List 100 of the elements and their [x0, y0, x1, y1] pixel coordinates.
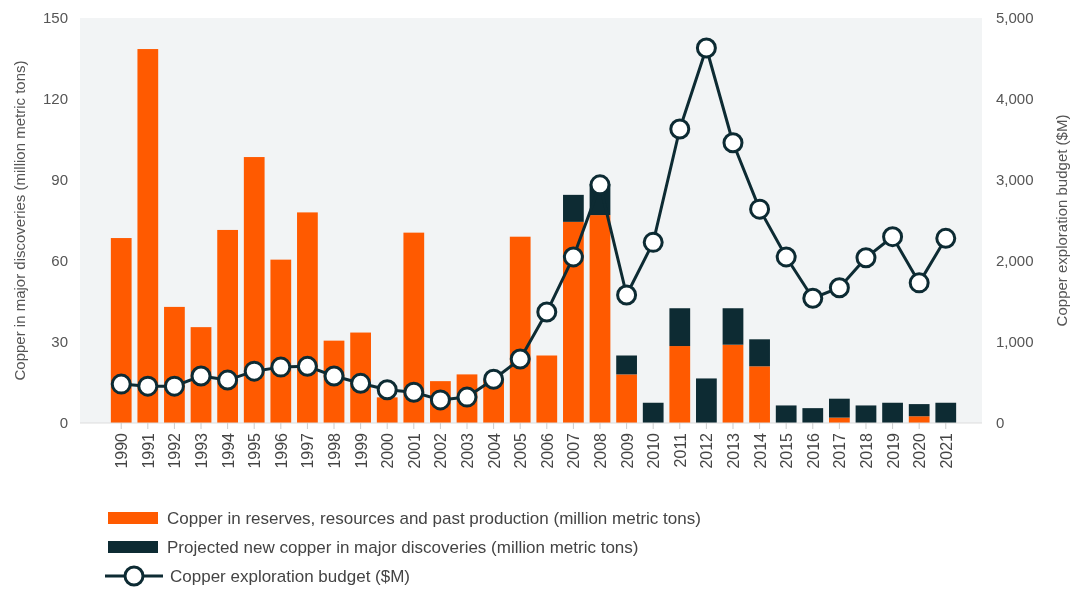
x-tick-label: 2012 [698, 432, 716, 469]
y-tick-label: 0 [59, 414, 68, 431]
bar [908, 416, 930, 423]
x-tick-label: 2021 [937, 432, 955, 469]
point [722, 132, 744, 154]
point [642, 231, 664, 253]
bar [563, 194, 584, 222]
bar [935, 402, 957, 423]
bar [270, 259, 292, 423]
point [536, 301, 558, 323]
legend-label: Projected new copper in major discoveries (million metric tons) [167, 538, 639, 557]
point [110, 373, 132, 395]
point [429, 389, 451, 411]
x-tick-label: 2016 [804, 432, 822, 469]
bar [217, 229, 238, 423]
x-tick-label: 1993 [193, 432, 211, 469]
y2-tick-label: 2,000 [996, 252, 1034, 269]
y2-tick-label: 1,000 [996, 333, 1034, 350]
bar [749, 366, 770, 423]
y2-axis-title: Copper exploration budget ($M) [1053, 114, 1070, 327]
point [190, 365, 212, 387]
bar [243, 157, 265, 423]
point [403, 381, 425, 403]
x-tick-label: 2000 [379, 432, 397, 469]
legend-label: Copper exploration budget ($M) [170, 567, 411, 586]
y2-tick-label: 4,000 [996, 90, 1034, 107]
bar [589, 215, 611, 423]
y2-tick-label: 3,000 [996, 171, 1034, 188]
y-tick-label: 90 [51, 171, 68, 188]
point [828, 277, 850, 299]
point [376, 379, 398, 401]
x-tick-label: 1991 [139, 432, 157, 469]
point [908, 272, 930, 294]
x-tick-label: 2015 [778, 432, 796, 469]
point [855, 247, 877, 269]
point [270, 356, 292, 378]
point [483, 368, 505, 390]
y-tick-label: 60 [51, 252, 68, 269]
x-tick-label: 2003 [459, 432, 476, 469]
y-tick-label: 30 [51, 333, 68, 350]
x-tick-label: 2002 [432, 432, 450, 469]
x-tick-label: 1992 [166, 432, 184, 469]
point [669, 118, 691, 140]
point [882, 226, 904, 248]
bar [855, 405, 877, 423]
point [589, 174, 611, 196]
y-tick-label: 150 [42, 9, 68, 26]
bar [297, 212, 318, 423]
bar [536, 355, 558, 423]
bar [722, 308, 744, 345]
x-tick-label: 2009 [618, 432, 636, 469]
x-tick-label: 2018 [857, 432, 875, 469]
x-tick-label: 2013 [724, 432, 742, 469]
x-tick-label: 2004 [485, 432, 503, 469]
point [137, 375, 159, 397]
bar [908, 404, 930, 417]
point [695, 37, 717, 59]
bar [137, 49, 159, 423]
bar [669, 308, 691, 347]
point [509, 348, 531, 370]
x-tick-label: 1990 [113, 432, 131, 469]
x-tick-label: 2006 [538, 432, 556, 469]
bar [749, 339, 770, 367]
point [323, 365, 345, 387]
point [296, 355, 318, 377]
bar [775, 405, 797, 423]
x-tick-label: 1998 [326, 432, 344, 469]
point [935, 227, 957, 249]
x-tick-label: 2020 [911, 432, 929, 469]
point [163, 375, 185, 397]
x-tick-label: 2010 [645, 432, 663, 469]
bar [882, 402, 903, 423]
x-tick-label: 2005 [512, 432, 530, 469]
bar [802, 408, 824, 423]
point [775, 246, 797, 268]
point [749, 198, 771, 220]
x-tick-label: 2011 [671, 432, 689, 468]
bar [829, 398, 850, 418]
bar [110, 238, 132, 423]
x-tick-label: 1996 [272, 432, 290, 469]
bar [722, 344, 744, 423]
bar [616, 355, 637, 375]
x-tick-label: 2014 [751, 432, 769, 469]
y-axis-title: Copper in major discoveries (million metric tons) [11, 60, 28, 381]
x-tick-label: 2001 [405, 432, 423, 469]
bar [669, 346, 691, 423]
point [802, 287, 824, 309]
bar [509, 236, 531, 423]
point [350, 372, 372, 394]
x-tick-label: 2007 [565, 432, 583, 469]
bar [642, 402, 664, 423]
bar [696, 378, 717, 423]
x-tick-label: 1994 [219, 432, 237, 469]
point [456, 386, 478, 408]
point [616, 284, 638, 306]
x-tick-label: 2017 [831, 432, 849, 469]
point [217, 369, 239, 391]
legend-label: Copper in reserves, resources and past production (million metric tons) [167, 509, 701, 528]
bar [403, 232, 425, 423]
y2-tick-label: 5,000 [996, 9, 1034, 26]
